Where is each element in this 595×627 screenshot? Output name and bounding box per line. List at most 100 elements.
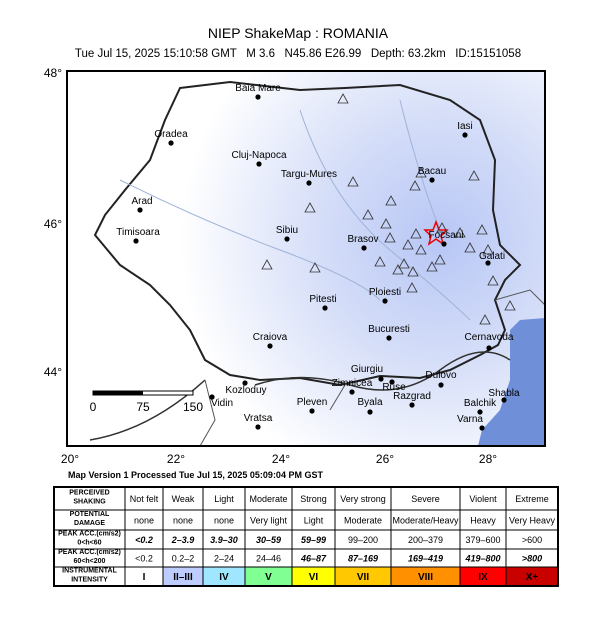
epicenter — [423, 219, 449, 246]
row-header: DAMAGE — [74, 520, 105, 527]
city-label: Pitesti — [309, 294, 336, 305]
city-label: Arad — [131, 196, 152, 207]
cell-text: Very light — [250, 516, 288, 526]
city-dot — [322, 305, 328, 311]
table-border — [53, 486, 559, 587]
city-dot — [409, 402, 415, 408]
scale-bar-seg — [93, 391, 143, 395]
city-label: Brasov — [347, 234, 378, 245]
city-dot — [486, 345, 492, 351]
cell-text: 30–59 — [256, 535, 281, 545]
city-label: Bucuresti — [368, 324, 410, 335]
city-label: Dulovo — [425, 370, 457, 381]
city-label: Targu-Mures — [281, 169, 337, 180]
city-label: Oradea — [154, 129, 188, 140]
city-label: Vidin — [211, 398, 233, 409]
station — [407, 266, 419, 277]
city-label: Cernavoda — [465, 332, 514, 343]
city-dot — [386, 335, 392, 341]
row-header: PEAK ACC.(cm/s2) — [58, 531, 121, 538]
city-label: Giurgiu — [351, 364, 383, 375]
cell-text: Violent — [469, 494, 497, 504]
station — [426, 261, 438, 272]
city-label: Sibiu — [276, 225, 298, 236]
cell-text: 87–169 — [348, 554, 378, 564]
cell-text: none — [214, 516, 234, 526]
lon-label: 24° — [272, 452, 290, 466]
city-label: Focsani — [428, 230, 463, 241]
city-label: Cluj-Napoca — [231, 150, 286, 161]
city-dot — [389, 379, 395, 385]
scale-label: 0 — [90, 400, 97, 414]
cell-text: Weak — [172, 494, 195, 504]
cell-text: none — [134, 516, 154, 526]
city-label: Shabla — [488, 388, 520, 399]
station — [454, 227, 466, 238]
scale-bar — [92, 390, 194, 396]
cell-text: 59–99 — [301, 535, 326, 545]
cell-text: Light — [214, 494, 234, 504]
city-label: Byala — [357, 397, 382, 408]
borders — [199, 289, 546, 447]
city-label: Galati — [479, 251, 505, 262]
lon-label: 20° — [61, 452, 79, 466]
scale-label: 75 — [136, 400, 150, 414]
row-header: 60<h<200 — [74, 558, 106, 565]
city-label: Craiova — [253, 332, 288, 343]
city-dot — [306, 180, 312, 186]
station — [261, 259, 273, 270]
station — [468, 170, 480, 181]
city-label: Varna — [457, 414, 483, 425]
station — [487, 275, 499, 286]
station — [436, 222, 448, 233]
city-dot — [168, 140, 174, 146]
cell-text: VIII — [418, 572, 433, 583]
city-dot — [255, 94, 261, 100]
city-label: Kozloduy — [225, 385, 266, 396]
city-label: Bacau — [418, 166, 446, 177]
legend-table: PERCEIVED SHAKING Not felt Weak Light Moderat… — [53, 486, 559, 587]
city-label: Ploiesti — [369, 287, 401, 298]
row-header: INTENSITY — [71, 577, 108, 584]
cell-text: 2–3.9 — [171, 535, 195, 545]
city-dot — [267, 343, 273, 349]
station — [347, 176, 359, 187]
cell-text: Very Heavy — [509, 516, 556, 526]
city-label: Timisoara — [116, 227, 160, 238]
station — [476, 224, 488, 235]
cell-text: <0.2 — [135, 535, 153, 545]
station — [415, 244, 427, 255]
city-dot — [361, 245, 367, 251]
cell-text: Very strong — [340, 494, 386, 504]
station — [309, 262, 321, 273]
city-dot — [137, 207, 143, 213]
cell-text: 99–200 — [348, 535, 378, 545]
station — [337, 93, 349, 104]
station — [398, 258, 410, 269]
cell-text: Heavy — [470, 516, 496, 526]
rivers — [119, 99, 471, 321]
city-dot — [349, 389, 355, 395]
city-label: Pleven — [297, 397, 328, 408]
sea — [478, 318, 545, 446]
lon-label: 26° — [376, 452, 394, 466]
city-dot — [382, 298, 388, 304]
station — [415, 167, 427, 178]
station — [385, 195, 397, 206]
city-label: Iasi — [457, 121, 473, 132]
row-header: PEAK ACC.(cm/s2) — [58, 549, 121, 556]
city-dot — [462, 132, 468, 138]
city-label: Ruse — [382, 382, 406, 393]
version-note: Map Version 1 Processed Tue Jul 15, 2025… — [68, 470, 323, 480]
station — [409, 180, 421, 191]
city-dot — [133, 238, 139, 244]
cell-text: Light — [304, 516, 324, 526]
station — [374, 256, 386, 267]
cell-text: Severe — [411, 494, 440, 504]
city-label: Zimnicea — [332, 378, 373, 389]
city-dot — [485, 260, 491, 266]
cell-text: II–III — [173, 572, 193, 583]
station — [392, 264, 404, 275]
cell-text: >800 — [522, 554, 542, 564]
